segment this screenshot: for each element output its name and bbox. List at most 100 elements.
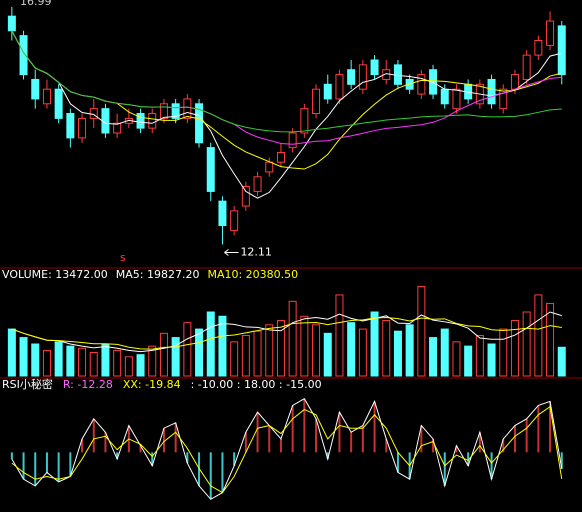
volume-bar — [382, 320, 391, 377]
volume-bar — [393, 330, 402, 377]
candle-body — [288, 132, 297, 149]
candle-body — [370, 59, 379, 76]
volume-bar — [31, 343, 40, 377]
volume-bar — [522, 311, 531, 377]
price-high-label: 16.99 — [20, 0, 52, 8]
candle-body — [113, 122, 122, 134]
legend-entry: VOLUME: 13472.00 — [2, 268, 108, 281]
candle-body — [230, 210, 239, 231]
low-label: 12.11 — [240, 245, 272, 258]
candle-body — [183, 98, 192, 119]
volume-bar — [241, 334, 250, 377]
volume-bar — [300, 315, 309, 377]
candle-body — [335, 74, 344, 100]
legend-entry: MA10: 20380.50 — [207, 268, 298, 281]
volume-bar — [101, 343, 110, 377]
signal-marker: s — [120, 251, 126, 264]
candle-body — [452, 88, 461, 110]
volume-bar — [19, 337, 28, 377]
volume-bar — [7, 328, 16, 377]
volume-ma-line — [11, 311, 562, 353]
candle-body — [171, 103, 180, 119]
legend-entry: R: -12.28 — [63, 378, 113, 391]
moving-average-line — [11, 30, 562, 133]
volume-bar — [510, 320, 519, 377]
rsi-panel — [10, 398, 563, 500]
volume-bar — [464, 345, 473, 377]
volume-bar — [218, 315, 227, 377]
volume-panel — [7, 285, 566, 377]
candle-body — [31, 78, 40, 100]
volume-bar — [417, 285, 426, 377]
volume-bar — [335, 294, 344, 377]
candle-body — [347, 69, 356, 85]
low-arrow — [224, 249, 239, 256]
volume-bar — [288, 300, 297, 377]
candle-body — [557, 25, 566, 76]
volume-bar — [323, 332, 332, 377]
volume-bar — [183, 322, 192, 377]
volume-bar — [452, 341, 461, 377]
volume-bar — [370, 311, 379, 377]
candle-body — [54, 88, 63, 119]
volume-bar — [42, 349, 51, 377]
candle-body — [546, 20, 555, 46]
volume-bar — [54, 341, 63, 377]
candle-body — [265, 161, 274, 173]
volume-bar — [89, 352, 98, 377]
candle-body — [440, 88, 449, 105]
rsi-line — [11, 398, 563, 500]
candle-body — [323, 83, 332, 100]
volume-bar — [66, 345, 75, 377]
volume-bar — [405, 324, 414, 377]
candle-body — [195, 103, 204, 144]
volume-bar — [475, 334, 484, 377]
volume-bar — [195, 328, 204, 377]
volume-bar — [148, 345, 157, 377]
candle-body — [417, 74, 426, 95]
legends: VOLUME: 13472.00 MA5: 19827.20 MA10: 20380… — [2, 268, 322, 391]
legend-entry: RSI小秘密 — [2, 377, 53, 391]
candle-body — [393, 64, 402, 85]
candle-body — [159, 103, 168, 119]
legend-entry: : -10.00 : 18.00 : -15.00 — [191, 378, 322, 391]
volume-bar — [230, 341, 239, 377]
candle-body — [78, 117, 87, 139]
volume-ma-line — [11, 317, 562, 350]
volume-bar — [124, 356, 133, 377]
volume-bar — [159, 332, 168, 377]
candle-body — [241, 186, 250, 207]
volume-bar — [265, 324, 274, 377]
candle-body — [276, 151, 285, 163]
volume-bar — [546, 302, 555, 377]
moving-average-line — [11, 30, 562, 199]
volume-bar — [534, 294, 543, 377]
candle-body — [487, 78, 496, 105]
candle-body — [148, 113, 157, 129]
candle-body — [66, 113, 75, 139]
candle-body — [7, 15, 16, 32]
volume-bar — [206, 311, 215, 377]
candle-body — [510, 74, 519, 90]
legend-entry: MA5: 19827.20 — [116, 268, 200, 281]
candle-body — [499, 88, 508, 110]
candle-body — [19, 35, 28, 76]
volume-bar — [499, 328, 508, 377]
candle-body — [42, 88, 51, 105]
volume-bar — [429, 337, 438, 377]
volume-bar — [487, 343, 496, 377]
volume-bar — [253, 330, 262, 377]
candle-body — [253, 176, 262, 192]
candle-body — [534, 40, 543, 56]
price-panel: 12.11 — [7, 6, 566, 258]
volume-bar — [136, 354, 145, 377]
candle-body — [218, 200, 227, 226]
volume-bar — [358, 328, 367, 377]
volume-bar — [171, 337, 180, 377]
rsi-line — [11, 405, 563, 494]
volume-bar — [113, 349, 122, 377]
candle-body — [136, 113, 145, 129]
candle-body — [358, 64, 367, 90]
